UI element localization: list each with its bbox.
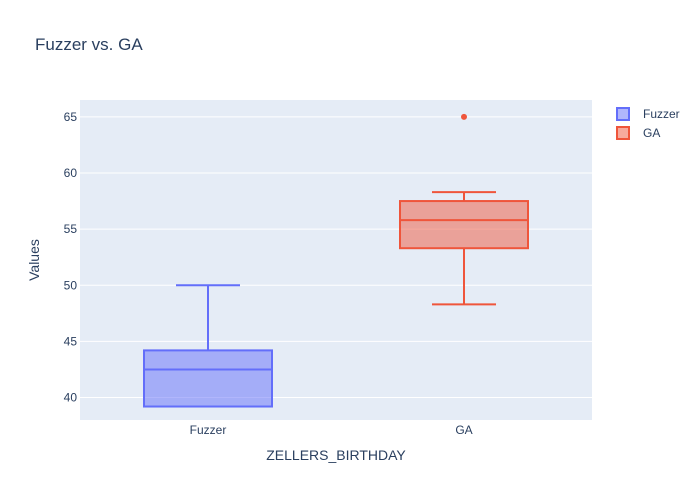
- box-ga: [399, 113, 529, 306]
- x-tick-label: Fuzzer: [190, 423, 227, 437]
- y-axis-ticks: 40 45 50 55 60 65: [64, 110, 78, 405]
- y-tick-label: 50: [64, 278, 78, 292]
- legend-item-fuzzer: Fuzzer: [616, 107, 680, 121]
- legend-label: Fuzzer: [643, 107, 680, 121]
- outlier-point: [461, 113, 467, 120]
- x-axis-title: ZELLERS_BIRTHDAY: [266, 447, 406, 463]
- legend-label: GA: [643, 126, 660, 140]
- box-fuzzer: [143, 284, 273, 408]
- x-axis-ticks: Fuzzer GA: [190, 423, 473, 437]
- legend: Fuzzer GA: [616, 107, 680, 140]
- y-tick-label: 40: [64, 391, 78, 405]
- y-axis-title: Values: [26, 239, 42, 281]
- legend-item-ga: GA: [616, 126, 660, 140]
- y-tick-label: 60: [64, 166, 78, 180]
- x-tick-label: GA: [455, 423, 472, 437]
- chart-title: Fuzzer vs. GA: [35, 35, 143, 54]
- legend-swatch: [616, 107, 630, 121]
- box-plots: [143, 113, 529, 408]
- box-iqr: [399, 200, 529, 250]
- box-iqr: [143, 349, 273, 408]
- y-tick-label: 65: [64, 110, 78, 124]
- y-tick-label: 55: [64, 222, 78, 236]
- legend-swatch: [616, 126, 630, 140]
- y-tick-label: 45: [64, 334, 78, 348]
